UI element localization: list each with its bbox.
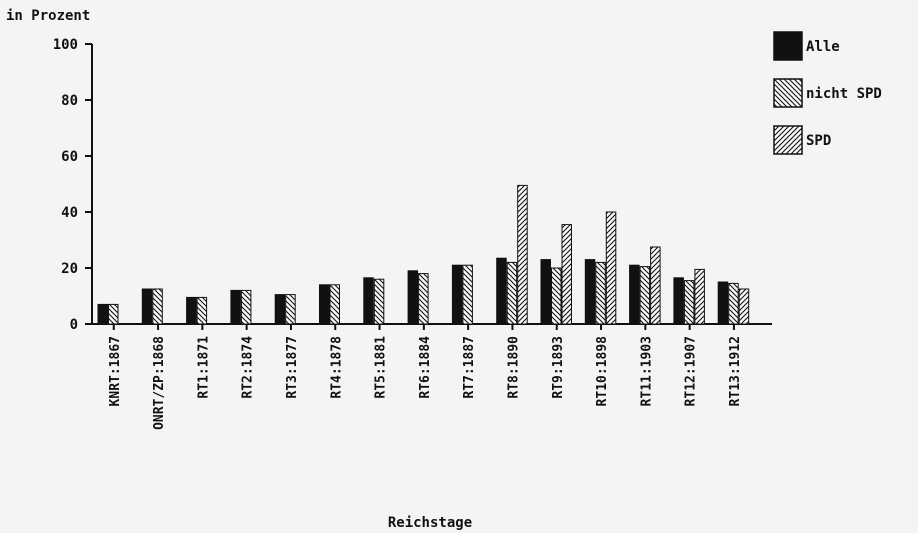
legend-label: nicht SPD bbox=[806, 86, 882, 102]
bar-solid-12 bbox=[629, 264, 640, 325]
bar-solid-8 bbox=[451, 264, 463, 325]
x-tick-label: RT7:1887 bbox=[462, 336, 477, 399]
x-tick-label: ONRT/ZP:1868 bbox=[152, 336, 167, 430]
y-tick-label: 100 bbox=[53, 37, 78, 53]
x-tick-label: RT12:1907 bbox=[684, 336, 699, 406]
x-tick-label: RT2:1874 bbox=[241, 336, 256, 399]
x-tick-label: RT10:1898 bbox=[595, 336, 610, 407]
bar-backslash-11 bbox=[595, 261, 606, 325]
bar-solid-4 bbox=[274, 294, 286, 325]
bar-backslash-6 bbox=[373, 278, 385, 325]
bar-backslash-8 bbox=[462, 264, 473, 325]
bar-solid-6 bbox=[363, 277, 374, 325]
bar-backslash-7 bbox=[418, 273, 429, 325]
legend: Alle nicht SPD SPD bbox=[773, 31, 882, 155]
x-tick-label: RT6:1884 bbox=[418, 336, 433, 399]
bar-solid-11 bbox=[584, 259, 596, 325]
bar-solid-14 bbox=[717, 281, 729, 325]
legend-label: Alle bbox=[806, 39, 840, 55]
bar-slash-12 bbox=[650, 246, 661, 325]
legend-swatch-solid bbox=[773, 31, 803, 61]
bar-solid-9 bbox=[496, 257, 507, 325]
x-tick-label: RT11:1903 bbox=[639, 336, 654, 406]
x-tick-label: RT13:1912 bbox=[728, 336, 743, 406]
y-tick-label: 60 bbox=[61, 149, 78, 165]
legend-swatch-slash bbox=[773, 125, 803, 155]
x-tick-label: RT9:1893 bbox=[551, 336, 566, 399]
x-axis-label: Reichstage bbox=[388, 515, 472, 531]
x-tick-label: RT8:1890 bbox=[506, 336, 521, 399]
x-tick-labels: KNRT:1867 ONRT/ZP:1868 RT1:1871 RT2:1874 RT3… bbox=[108, 336, 743, 430]
bar-backslash-1 bbox=[152, 288, 163, 325]
x-tick-label: KNRT:1867 bbox=[108, 336, 123, 406]
y-tick-label: 20 bbox=[61, 261, 78, 277]
bar-backslash-5 bbox=[329, 284, 340, 325]
x-tick-label: RT5:1881 bbox=[374, 336, 389, 399]
bar-solid-10 bbox=[540, 259, 551, 325]
x-tick-label: RT1:1871 bbox=[196, 336, 211, 399]
bar-solid-0 bbox=[97, 303, 108, 325]
bar-backslash-13 bbox=[683, 280, 695, 325]
legend-label: SPD bbox=[806, 133, 831, 149]
y-tick-label: 80 bbox=[61, 93, 78, 109]
bar-backslash-2 bbox=[196, 296, 208, 325]
y-axis-label: in Prozent bbox=[6, 8, 90, 24]
x-tick-label: RT4:1878 bbox=[329, 336, 344, 399]
bar-backslash-4 bbox=[285, 294, 296, 325]
bar-backslash-14 bbox=[728, 282, 739, 325]
bar-backslash-10 bbox=[551, 267, 562, 325]
bar-backslash-0 bbox=[108, 303, 119, 325]
bar-backslash-3 bbox=[240, 289, 252, 325]
bar-slash-11 bbox=[605, 211, 617, 325]
bar-backslash-9 bbox=[506, 261, 518, 325]
bars bbox=[97, 184, 750, 325]
bar-slash-13 bbox=[694, 268, 705, 325]
bar-solid-2 bbox=[186, 296, 197, 325]
y-tick-label: 0 bbox=[70, 317, 78, 333]
bar-slash-10 bbox=[561, 224, 572, 325]
y-tick-label: 40 bbox=[61, 205, 78, 221]
bar-solid-1 bbox=[141, 288, 153, 325]
bar-solid-3 bbox=[230, 289, 241, 325]
bar-backslash-12 bbox=[639, 266, 651, 325]
bar-solid-13 bbox=[673, 277, 684, 325]
legend-swatch-backslash bbox=[773, 78, 803, 108]
bar-slash-14 bbox=[738, 288, 750, 325]
bar-solid-5 bbox=[319, 284, 330, 325]
bar-solid-7 bbox=[407, 270, 419, 325]
bar-slash-9 bbox=[517, 184, 528, 325]
x-tick-label: RT3:1877 bbox=[285, 336, 300, 399]
